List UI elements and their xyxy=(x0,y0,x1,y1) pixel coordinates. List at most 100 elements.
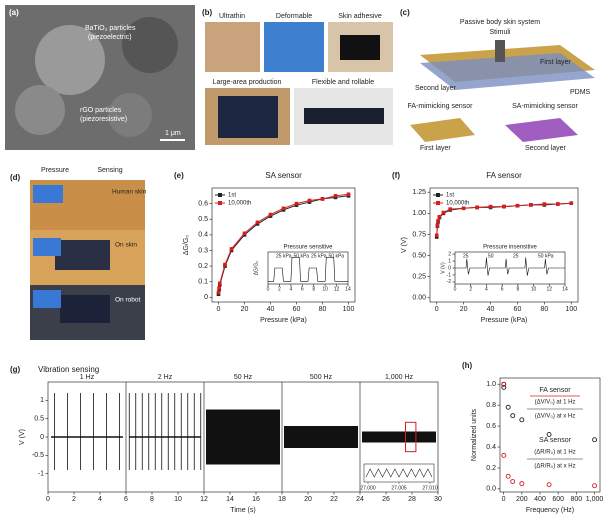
caption: Flexible and rollable xyxy=(312,79,374,86)
x-tick-label: 6 xyxy=(301,286,304,292)
chart-title: FA sensor xyxy=(486,171,522,180)
point xyxy=(510,413,516,419)
x-tick-label: 12 xyxy=(200,496,208,503)
texture xyxy=(122,17,178,73)
annotation: Passive body skin system xyxy=(460,19,540,26)
segment-label: 500 Hz xyxy=(310,374,333,381)
panel-label: (g) xyxy=(10,365,21,374)
y-tick-label: 0.75 xyxy=(412,231,426,238)
point xyxy=(546,432,552,437)
x-tick-label: 40 xyxy=(487,306,495,313)
y-tick-label: -1 xyxy=(38,471,44,478)
legend-label: 10,000th xyxy=(228,201,251,207)
y-tick-label: 1 xyxy=(448,258,451,264)
marker xyxy=(515,203,520,208)
layer xyxy=(420,53,595,90)
marker xyxy=(436,219,440,223)
x-tick-label: 20 xyxy=(241,306,249,313)
point xyxy=(546,482,552,488)
panel-label: (e) xyxy=(174,171,184,180)
plot-frame xyxy=(499,377,601,493)
point xyxy=(505,473,511,479)
plot-frame xyxy=(429,187,579,303)
marker xyxy=(529,203,533,207)
point xyxy=(592,483,597,489)
y-tick-label: 0 xyxy=(40,434,44,441)
zoom-trace xyxy=(365,468,433,478)
point xyxy=(505,404,511,410)
y-axis-label: V (V) xyxy=(19,429,26,445)
caption: Skin adhesive xyxy=(338,13,382,20)
y-tick-label: 0 xyxy=(204,294,208,301)
x-tick-label: 12 xyxy=(547,286,553,292)
vibration-band xyxy=(284,426,358,448)
marker xyxy=(435,223,440,227)
y-tick-label: 0.0 xyxy=(486,486,496,493)
series-line xyxy=(218,193,349,293)
x-tick-label: 0 xyxy=(502,496,506,503)
x-tick-label: 8 xyxy=(516,286,519,292)
x-tick-label: 26 xyxy=(382,496,390,503)
x-tick-label: 8 xyxy=(312,286,315,292)
chart-title: Vibration sensing xyxy=(38,365,99,374)
caption: Large-area production xyxy=(213,79,282,86)
x-axis-label: Pressure (kPa) xyxy=(481,317,528,324)
x-tick-label: 30 xyxy=(434,496,442,503)
marker xyxy=(320,197,325,201)
highlight xyxy=(405,421,417,453)
x-axis-label: Pressure (kPa) xyxy=(260,317,307,324)
panel-label: (a) xyxy=(9,8,19,17)
point xyxy=(519,481,525,487)
annotation: FA sensor xyxy=(539,387,571,394)
panel-label: (b) xyxy=(202,8,213,17)
x-tick-label: 100 xyxy=(565,306,577,313)
x-tick-label: 14 xyxy=(226,496,234,503)
annotation: 50 xyxy=(488,253,494,259)
panel-label: (d) xyxy=(10,173,21,182)
x-tick-label: 18 xyxy=(278,496,286,503)
x-tick-label: 0 xyxy=(217,306,221,313)
photo xyxy=(304,108,384,124)
segment-label: 2 Hz xyxy=(158,374,173,381)
x-tick-label: 2 xyxy=(469,286,472,292)
x-tick-label: 16 xyxy=(252,496,260,503)
annotation: 25 xyxy=(513,253,519,259)
annotation: 50 kPa xyxy=(538,253,554,259)
y-axis-label: V (V) xyxy=(401,237,408,253)
marker xyxy=(218,281,222,286)
photo xyxy=(340,35,380,60)
x-tick-label: 8 xyxy=(150,496,154,503)
marker xyxy=(307,198,312,203)
texture xyxy=(35,25,105,95)
x-tick-label: 22 xyxy=(330,496,338,503)
texture xyxy=(15,85,65,135)
y-tick-label: 0 xyxy=(448,265,451,271)
marker xyxy=(229,247,234,251)
marker xyxy=(441,210,446,215)
annotation: SA sensor xyxy=(539,437,572,444)
point xyxy=(592,437,597,443)
y-tick-label: 0.6 xyxy=(198,200,208,207)
annotation: (ΔR/R₀) at 1 Hz xyxy=(534,450,576,456)
point xyxy=(501,452,507,458)
point xyxy=(510,479,516,484)
x-tick-label: 0 xyxy=(454,286,457,292)
x-tick-label: 10 xyxy=(174,496,182,503)
y-tick-label: 0.8 xyxy=(486,402,496,409)
marker xyxy=(502,204,506,209)
x-tick-label: 0 xyxy=(267,286,270,292)
x-tick-label: 28 xyxy=(408,496,416,503)
marker xyxy=(461,206,466,211)
x-tick-label: 0 xyxy=(46,496,50,503)
marker xyxy=(217,286,221,290)
y-tick-label: 0.25 xyxy=(412,274,426,281)
x-tick-label: 400 xyxy=(534,496,546,503)
annotation: Second layer xyxy=(415,85,457,92)
annotation: (ΔV/V₀) at 1 Hz xyxy=(535,400,576,406)
glove xyxy=(33,290,61,308)
y-tick-label: -0.5 xyxy=(32,452,44,459)
vibration-band xyxy=(206,409,280,465)
y-tick-label: -1 xyxy=(447,272,452,278)
marker xyxy=(255,220,260,225)
